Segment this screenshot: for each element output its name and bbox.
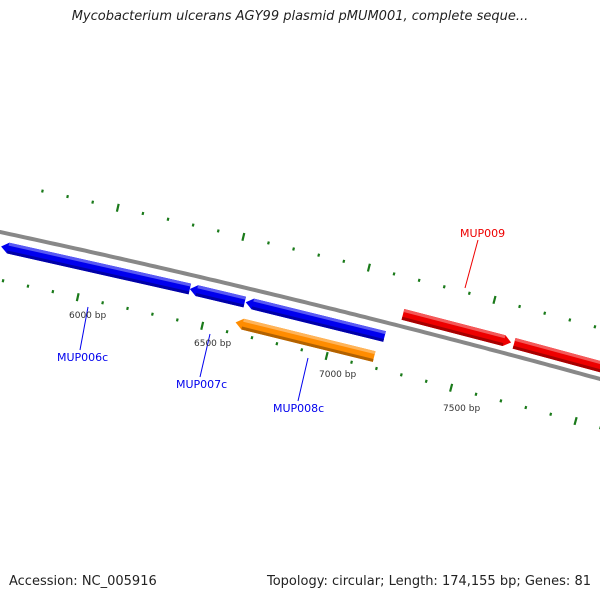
minor-tick (474, 392, 478, 397)
minor-tick (317, 253, 321, 257)
gene-highlight (253, 298, 386, 335)
minor-tick (26, 284, 30, 288)
minor-tick (499, 399, 503, 403)
label-connector-mup008c (297, 357, 309, 402)
major-tick (449, 383, 454, 392)
minor-tick (518, 304, 522, 309)
major-tick (75, 293, 80, 302)
major-tick (115, 203, 120, 212)
accession-text: Accession: NC_005916 (9, 574, 157, 589)
gene-shadow (6, 250, 190, 295)
minor-tick (524, 405, 528, 410)
major-tick (492, 295, 497, 305)
gene-shadow (241, 326, 374, 362)
minor-tick (300, 348, 304, 352)
gene-highlight (403, 309, 506, 339)
minor-tick (66, 194, 69, 199)
minor-tick (51, 289, 55, 294)
minor-tick (442, 285, 446, 289)
tick-label-6000: 6000 bp (69, 311, 106, 321)
minor-tick (191, 223, 195, 227)
tick-label-7500: 7500 bp (443, 404, 480, 414)
minor-tick (350, 360, 353, 364)
label-connector-mup007c (199, 333, 211, 378)
gene-label-mup009[interactable]: MUP009 (460, 227, 505, 240)
minor-tick (549, 412, 553, 416)
topology-summary: Topology: circular; Length: 174,155 bp; … (266, 574, 591, 589)
label-connector-mup009 (464, 239, 479, 289)
minor-tick (41, 189, 44, 193)
minor-tick (375, 366, 378, 371)
minor-tick (216, 229, 220, 233)
minor-tick (392, 272, 396, 276)
feature-track (1, 242, 600, 374)
gene-shadow (251, 306, 384, 342)
minor-tick (399, 373, 403, 377)
gene-shadow (512, 345, 600, 373)
gene-highlight (197, 285, 247, 300)
minor-tick (292, 247, 296, 251)
gene-highlight (514, 338, 600, 365)
major-tick (241, 232, 246, 242)
backbone-circle (0, 229, 600, 382)
minor-tick (467, 291, 471, 296)
minor-tick (141, 211, 145, 216)
minor-tick (267, 241, 270, 245)
label-connector-mup006c (79, 306, 89, 351)
feature-mup006c[interactable] (1, 242, 192, 295)
minor-tick (225, 330, 229, 334)
tick-ring (1, 189, 600, 430)
tick-label-7000: 7000 bp (319, 370, 356, 380)
minor-tick (250, 335, 254, 340)
label-layer: MUP006c MUP007c MUP008c MUP009 6000 bp 6… (57, 227, 505, 415)
minor-tick (91, 200, 95, 204)
minor-tick (166, 217, 170, 221)
minor-tick (101, 301, 105, 305)
minor-tick (342, 259, 346, 264)
minor-tick (568, 318, 572, 322)
minor-tick (150, 312, 154, 316)
gene-highlight (243, 318, 376, 355)
gene-shadow (401, 316, 504, 346)
map-title: Mycobacterium ulcerans AGY99 plasmid pMU… (71, 9, 529, 24)
minor-tick (126, 306, 129, 311)
gene-shadow (195, 293, 245, 308)
gene-label-mup007c[interactable]: MUP007c (176, 378, 227, 391)
minor-tick (593, 325, 597, 329)
gene-highlight (8, 242, 192, 287)
feature-mup008c[interactable] (245, 298, 386, 342)
major-tick (200, 321, 205, 330)
minor-tick (175, 318, 179, 322)
feature-unnamed-3[interactable] (235, 318, 376, 362)
minor-tick (417, 278, 421, 283)
gene-label-mup006c[interactable]: MUP006c (57, 351, 108, 364)
tick-label-6500: 6500 bp (194, 339, 231, 349)
feature-unnamed-5[interactable] (512, 338, 600, 374)
minor-tick (275, 342, 279, 346)
major-tick (324, 351, 329, 361)
minor-tick (543, 311, 547, 315)
gene-label-mup008c[interactable]: MUP008c (273, 402, 324, 415)
minor-tick (424, 379, 428, 383)
major-tick (366, 263, 371, 272)
major-tick (573, 416, 578, 426)
minor-tick (1, 279, 5, 283)
feature-mup009[interactable] (401, 309, 512, 346)
feature-mup007c[interactable] (189, 285, 247, 308)
